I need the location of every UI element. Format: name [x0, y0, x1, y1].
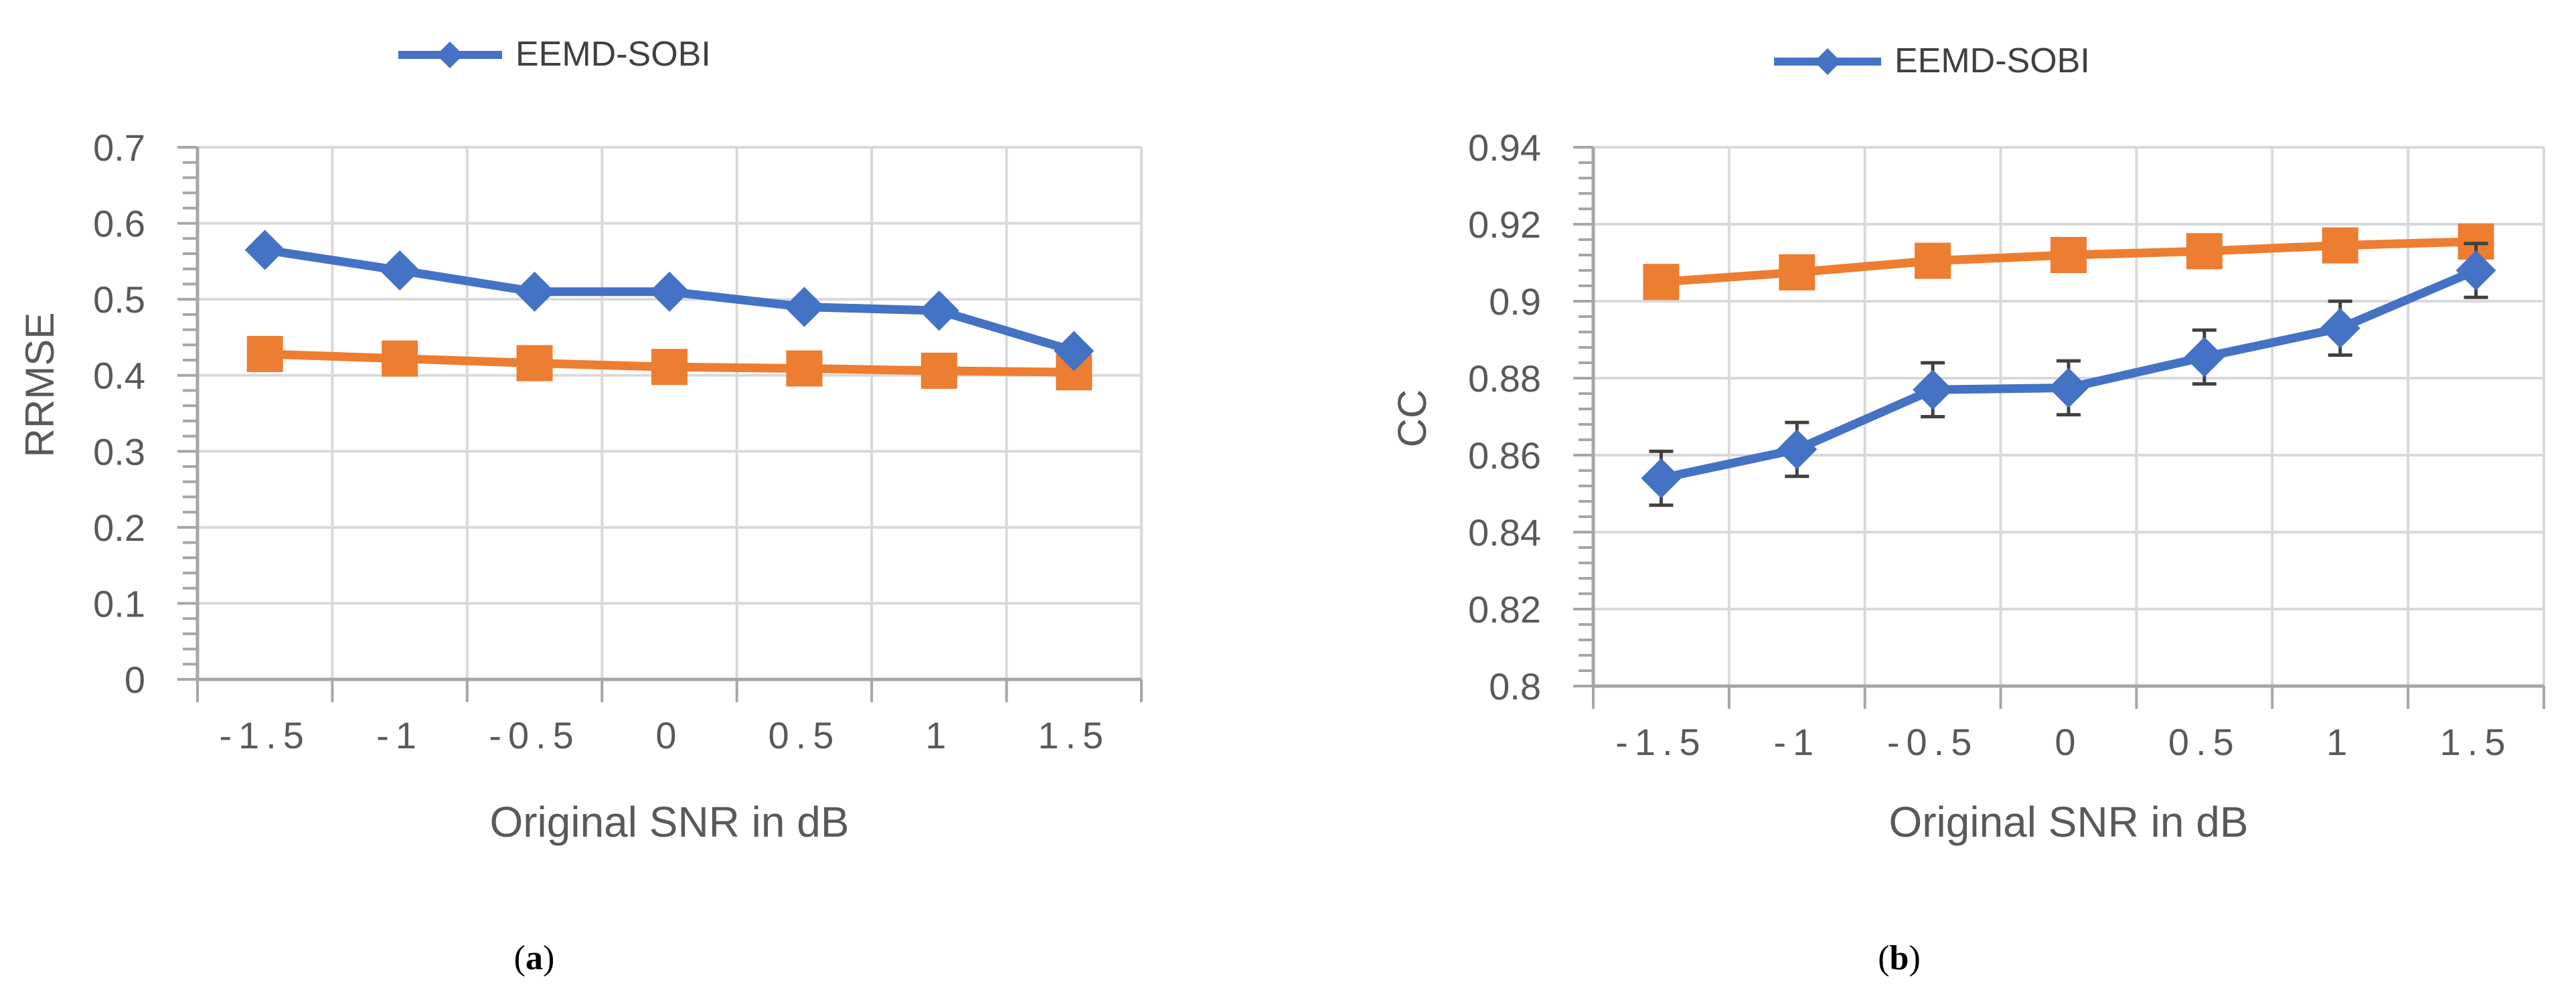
chart-a-series-0-point	[380, 250, 420, 290]
chart-b-x-tick-label: 0.5	[2168, 721, 2241, 763]
chart-a-x-tick-label: -1	[376, 714, 423, 756]
chart-b-x-tick-label: -1	[1773, 721, 1820, 763]
chart-a-x-axis: -1.5 -1 -0.5 0 0.5 1 1.5	[196, 677, 1143, 756]
chart-a-series-0-point	[514, 271, 555, 312]
chart-b-y-tick-label: 0.86	[1468, 434, 1541, 477]
chart-a-y-tick-label: 0.6	[93, 203, 145, 245]
chart-b-y-tick-label: 0.88	[1468, 357, 1541, 400]
chart-a-legend-label: EEMD-SOBI	[515, 35, 711, 74]
chart-b-legend-marker	[1814, 48, 1841, 75]
chart-a-series-0-point	[918, 290, 959, 331]
chart-b-series-0-point	[2456, 250, 2496, 290]
chart-b-series-0-point	[1777, 429, 1818, 470]
chart-a-y-tick-label: 0.1	[93, 582, 145, 625]
chart-b-x-tick-label: 1.5	[2440, 721, 2512, 763]
chart-b-series-0-point	[1913, 369, 1953, 410]
chart-b-series-0-point	[1641, 458, 1682, 499]
chart-b-caption-letter: b	[1890, 939, 1909, 977]
chart-a-y-axis-title: RRMSE	[17, 313, 62, 458]
chart-b: EEMD-SOBI 0.8 0.82 0.84 0.86 0.88 0.9 0.92 0.94…	[1390, 42, 2545, 977]
chart-b-x-axis-title: Original SNR in dB	[1888, 798, 2248, 846]
chart-b-series-1-point	[1643, 264, 1680, 301]
chart-a-series	[244, 230, 1095, 391]
chart-b-y-tick-label: 0.92	[1468, 203, 1541, 246]
chart-a-y-tick-label: 0.5	[93, 278, 145, 321]
chart-a-x-tick-label: 0	[655, 714, 683, 756]
chart-b-y-tick-label: 0.94	[1468, 127, 1541, 169]
chart-b-series-1-point	[2322, 227, 2358, 264]
chart-a-y-axis: 0 0.1 0.2 0.3 0.4 0.5 0.6 0.7	[93, 127, 199, 701]
chart-b-legend: EEMD-SOBI	[1774, 42, 2090, 80]
chart-b-x-tick-label: 1	[2326, 721, 2354, 763]
chart-a-y-tick-label: 0.3	[93, 430, 145, 473]
chart-a-caption: (a)	[514, 939, 555, 977]
chart-a-y-tick-label: 0.7	[93, 127, 145, 169]
chart-a-series-1-point	[516, 345, 553, 382]
chart-a-series-1-point	[651, 349, 688, 386]
chart-b-series-0-point	[2320, 308, 2360, 349]
chart-a-series-1-point	[920, 352, 957, 389]
chart-b-series-1-point	[2186, 233, 2223, 270]
chart-b-gridlines	[1593, 146, 2545, 686]
chart-b-x-tick-label: 0	[2055, 721, 2082, 763]
chart-b-series-0-point	[2184, 337, 2225, 378]
chart-a-x-tick-label: 1.5	[1038, 714, 1110, 756]
chart-b-y-axis-title: CC	[1390, 390, 1435, 448]
chart-a-series-0-point	[1054, 331, 1095, 371]
chart-a-x-tick-label: 0.5	[768, 714, 840, 756]
chart-a-legend: EEMD-SOBI	[398, 35, 711, 74]
chart-b-series-1-point	[1915, 242, 1951, 279]
chart-b-x-tick-label: -1.5	[1615, 721, 1707, 763]
chart-b-y-tick-label: 0.84	[1468, 511, 1541, 554]
chart-b-series-0-point	[2048, 367, 2089, 408]
chart-b-x-tick-label: -0.5	[1887, 721, 1979, 763]
chart-a-y-tick-label: 0.2	[93, 507, 145, 549]
chart-b-caption: (b)	[1878, 939, 1921, 977]
chart-a-x-tick-label: -1.5	[219, 714, 311, 756]
chart-a: EEMD-SOBI 00.10.20.30.40.50.60.7 -1.5 -1-…	[17, 35, 1143, 977]
chart-a-y-tick-label: 0.4	[93, 355, 145, 397]
chart-b-series	[1641, 223, 2496, 507]
chart-b-y-axis: 0.8 0.82 0.84 0.86 0.88 0.9 0.92 0.94	[1468, 127, 1595, 708]
chart-a-series-0-point	[784, 286, 825, 327]
chart-a-y-tick-label: 0	[125, 659, 145, 701]
chart-a-series-1-point	[246, 335, 283, 372]
chart-b-x-axis: -1.5 -1 -0.5 0 0.5 1 1.5	[1592, 684, 2545, 763]
chart-a-series-0-point	[244, 230, 285, 270]
chart-a-x-tick-label: -0.5	[489, 714, 580, 756]
chart-a-caption-letter: a	[526, 939, 543, 977]
chart-b-y-tick-label: 0.82	[1468, 588, 1541, 631]
chart-a-series-1-point	[382, 340, 418, 377]
chart-b-y-tick-label: 0.8	[1489, 665, 1541, 708]
chart-a-x-tick-label: 1	[925, 714, 953, 756]
chart-a-x-axis-title: Original SNR in dB	[489, 798, 849, 846]
chart-a-series-1-point	[786, 350, 823, 387]
chart-b-legend-label: EEMD-SOBI	[1895, 42, 2090, 80]
chart-b-series-1-point	[1779, 254, 1816, 290]
chart-b-series-1-point	[2050, 237, 2087, 273]
chart-a-series-0-point	[649, 271, 690, 312]
chart-b-y-tick-label: 0.9	[1489, 280, 1541, 323]
chart-a-legend-marker	[436, 42, 463, 68]
chart-a-gridlines	[197, 146, 1143, 679]
